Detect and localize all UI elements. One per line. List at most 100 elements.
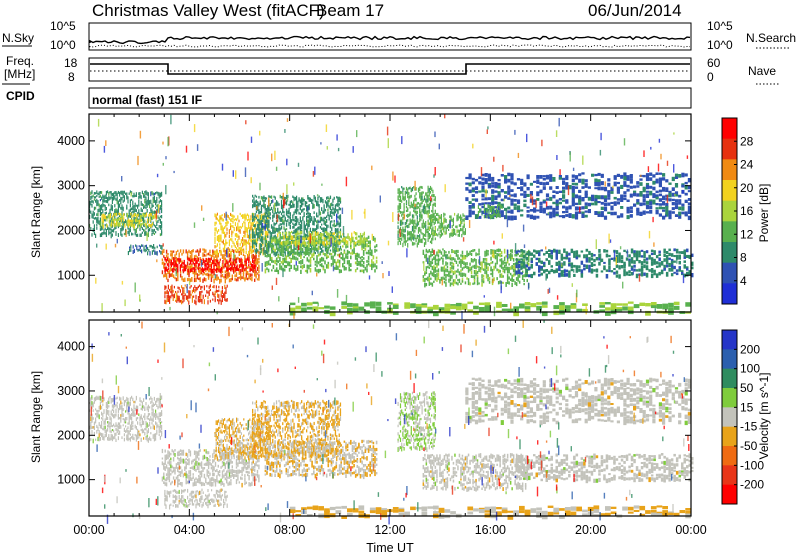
scatter-cell — [195, 254, 197, 258]
scatter-cell — [142, 244, 144, 247]
scatter-cell — [196, 275, 199, 280]
scatter-cell — [238, 250, 240, 254]
scatter-cell — [502, 275, 504, 278]
scatter-cell — [408, 237, 410, 241]
scatter-cell — [155, 206, 157, 209]
scatter-cell — [273, 214, 275, 218]
scatter-cell — [302, 249, 304, 253]
scatter-cell — [448, 272, 450, 278]
scatter-cell — [633, 264, 636, 268]
scatter-cell — [285, 194, 288, 200]
scatter-cell — [319, 219, 322, 223]
scatter-cell — [533, 254, 536, 258]
scatter-cell — [337, 253, 339, 257]
scatter-cell — [264, 268, 267, 274]
scatter-cell — [117, 204, 119, 209]
scatter-cell — [133, 227, 135, 231]
scatter-cell — [183, 298, 185, 302]
scatter-cell — [313, 242, 315, 247]
scatter-cell — [536, 209, 540, 212]
scatter-cell — [280, 261, 283, 264]
scatter-cell — [213, 256, 215, 261]
scatter-cell — [321, 247, 323, 252]
scatter-cell — [350, 247, 352, 250]
speckle-cell — [221, 163, 224, 171]
scatter-cell — [110, 212, 112, 217]
scatter-cell — [461, 267, 464, 271]
scatter-cell — [221, 217, 223, 222]
scatter-cell — [179, 264, 181, 269]
scatter-cell — [422, 252, 425, 255]
scatter-cell — [399, 240, 402, 245]
scatter-cell — [199, 277, 201, 283]
scatter-cell — [268, 207, 270, 212]
speckle-cell — [271, 285, 273, 290]
scatter-cell — [341, 239, 343, 243]
scatter-cell — [216, 265, 218, 269]
scatter-cell — [359, 260, 362, 265]
scatter-cell — [662, 173, 666, 177]
scatter-cell — [137, 233, 139, 237]
scatter-cell — [421, 209, 423, 212]
speckle-cell — [526, 133, 528, 143]
scatter-cell — [159, 199, 161, 203]
scatter-cell — [154, 250, 156, 255]
scatter-cell — [298, 232, 300, 235]
scatter-cell — [332, 235, 334, 239]
scatter-cell — [613, 271, 616, 275]
scatter-cell — [402, 242, 404, 248]
scatter-cell — [142, 222, 144, 225]
scatter-cell — [571, 182, 575, 185]
scatter-cell — [398, 188, 400, 192]
scatter-cell — [625, 257, 629, 261]
scatter-cell — [171, 256, 173, 260]
scatter-cell — [216, 238, 218, 241]
scatter-cell — [507, 185, 511, 190]
scatter-cell — [299, 237, 301, 240]
scatter-cell — [122, 220, 124, 226]
scatter-cell — [103, 231, 105, 235]
scatter-cell — [431, 228, 433, 232]
scatter-cell — [214, 296, 216, 301]
scatter-cell — [319, 242, 322, 246]
scatter-cell — [522, 250, 526, 253]
scatter-cell — [236, 264, 238, 269]
scatter-cell — [234, 238, 236, 241]
scatter-cell — [316, 203, 318, 207]
scatter-cell — [285, 236, 288, 241]
scatter-cell — [470, 250, 473, 253]
scatter-cell — [322, 241, 324, 245]
scatter-cell — [311, 241, 313, 245]
scatter-cell — [208, 257, 210, 261]
scatter-cell — [686, 271, 689, 277]
scatter-cell — [630, 265, 634, 269]
scatter-cell — [491, 261, 494, 264]
scatter-cell — [222, 231, 224, 234]
scatter-cell — [312, 231, 314, 236]
scatter-cell — [681, 172, 685, 178]
scatter-cell — [238, 219, 240, 223]
scatter-cell — [660, 269, 664, 275]
scatter-cell — [285, 228, 288, 231]
scatter-cell — [443, 273, 446, 277]
scatter-cell — [300, 255, 302, 259]
scatter-cell — [275, 220, 278, 225]
scatter-cell — [486, 214, 488, 219]
scatter-cell — [256, 266, 259, 270]
scatter-cell — [616, 307, 623, 311]
scatter-cell — [179, 299, 181, 303]
nave-tick-bottom: 0 — [707, 70, 714, 84]
scatter-cell — [573, 273, 576, 277]
scatter-cell — [224, 261, 226, 264]
scatter-cell — [424, 272, 426, 276]
scatter-cell — [294, 233, 296, 236]
scatter-cell — [401, 237, 403, 241]
scatter-cell — [343, 237, 345, 242]
scatter-cell — [348, 264, 350, 267]
scatter-cell — [288, 250, 291, 255]
scatter-cell — [147, 216, 149, 222]
scatter-cell — [542, 186, 546, 190]
scatter-cell — [207, 273, 210, 278]
scatter-cell — [139, 218, 142, 223]
scatter-cell — [101, 214, 103, 219]
